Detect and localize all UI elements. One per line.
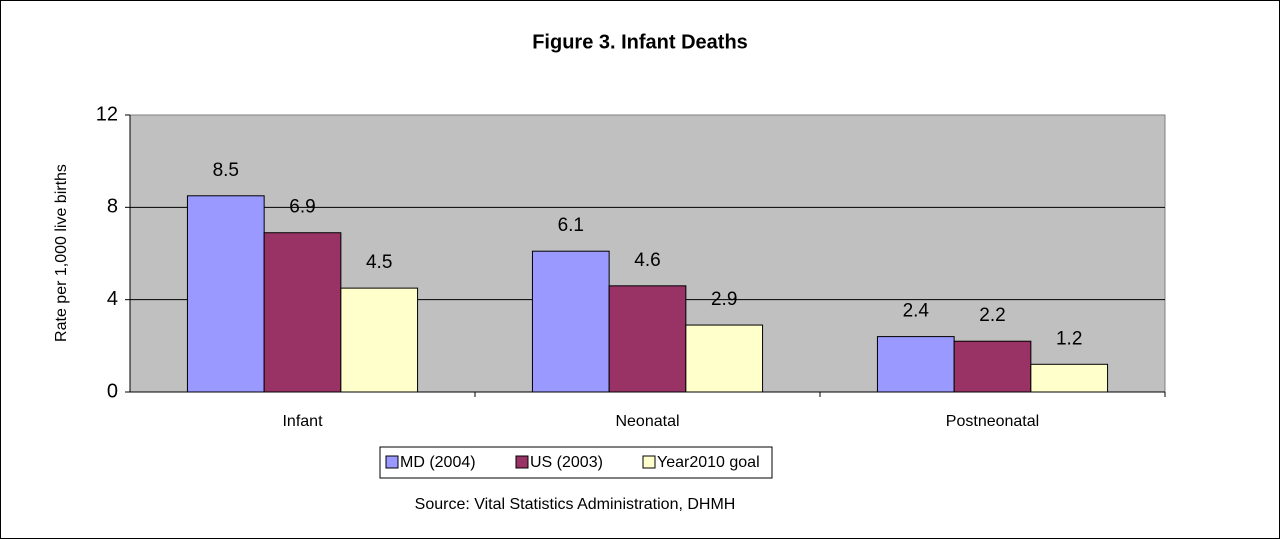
x-tick-label: Neonatal <box>615 413 679 430</box>
bar <box>531 250 610 393</box>
legend-label: US (2003) <box>530 454 603 471</box>
bar <box>685 324 764 393</box>
bar <box>608 285 687 393</box>
data-label: 6.9 <box>289 197 315 218</box>
bar <box>186 195 265 393</box>
data-label: 8.5 <box>213 160 239 181</box>
legend-label: Year2010 goal <box>657 454 760 471</box>
legend-label: MD (2004) <box>400 454 476 471</box>
source-note: Source: Vital Statistics Administration,… <box>415 496 736 513</box>
y-tick-label: 0 <box>107 380 118 402</box>
data-label: 2.2 <box>979 305 1005 326</box>
chart-title: Figure 3. Infant Deaths <box>532 31 748 53</box>
bar <box>953 340 1032 393</box>
bar <box>1030 363 1109 393</box>
data-label: 4.5 <box>366 252 392 273</box>
data-label: 2.9 <box>711 289 737 310</box>
y-axis-label: Rate per 1,000 live births <box>53 164 70 342</box>
legend-swatch <box>642 455 656 469</box>
bar <box>340 287 419 393</box>
bar <box>263 232 342 393</box>
y-tick-label: 4 <box>107 288 118 310</box>
data-label: 1.2 <box>1056 328 1082 349</box>
x-tick-label: Postneonatal <box>946 413 1039 430</box>
y-tick-label: 12 <box>96 103 118 125</box>
legend-swatch <box>385 455 399 469</box>
data-label: 4.6 <box>634 250 660 271</box>
data-label: 2.4 <box>903 301 930 322</box>
y-tick-label: 8 <box>107 196 118 218</box>
legend-swatch <box>515 455 529 469</box>
bar <box>876 336 955 393</box>
legend-box <box>379 446 773 479</box>
x-tick-label: Infant <box>282 413 323 430</box>
data-label: 6.1 <box>558 215 584 236</box>
